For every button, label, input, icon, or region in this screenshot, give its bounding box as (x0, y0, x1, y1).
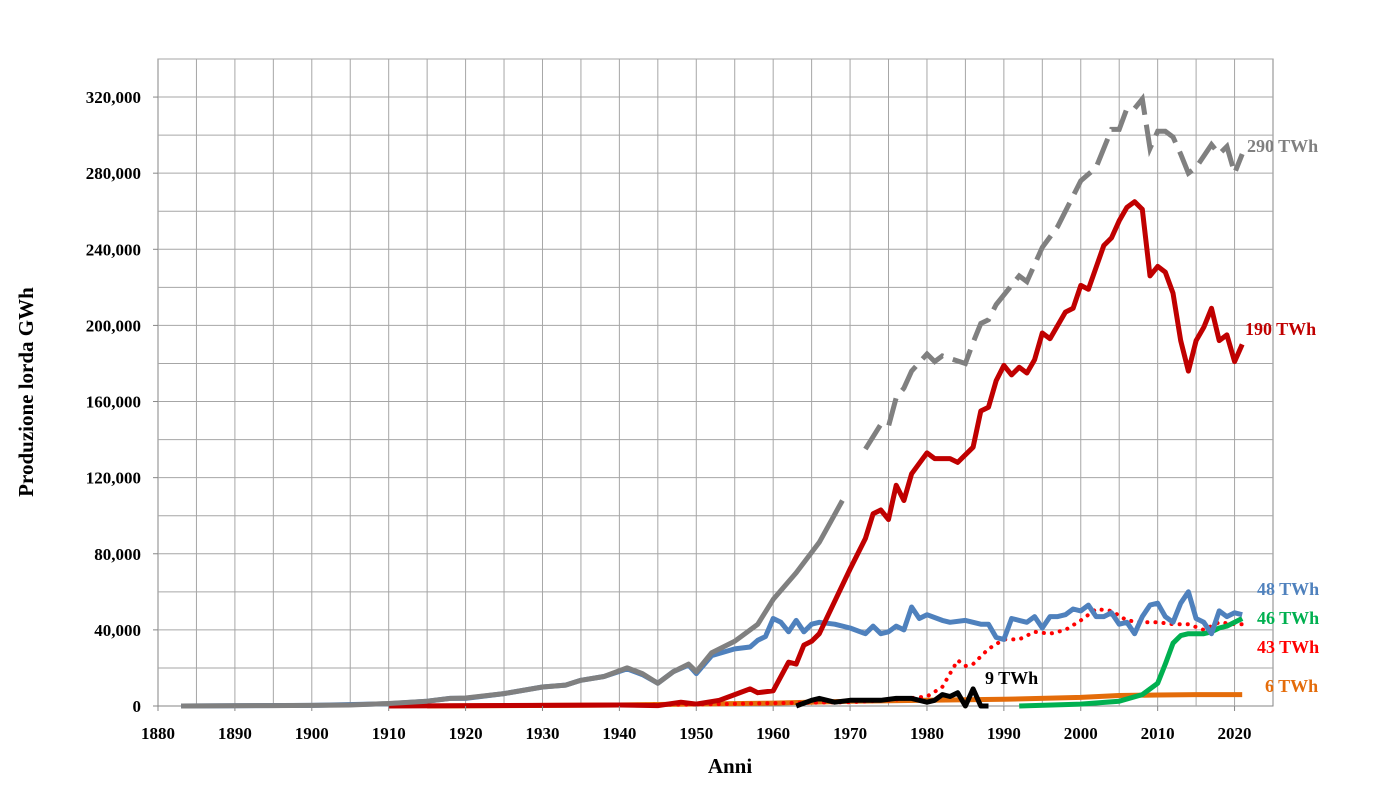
x-axis-title: Anni (708, 754, 753, 778)
plot-area (157, 58, 1274, 707)
x-tick-label: 1950 (679, 724, 713, 743)
series-end-label-hydro: 48 TWh (1257, 579, 1319, 599)
series-line-renewables (1019, 616, 1244, 709)
y-tick-label: 320,000 (86, 88, 141, 107)
y-tick-label: 120,000 (86, 469, 141, 488)
x-tick-label: 2010 (1141, 724, 1175, 743)
x-tick-label: 1990 (987, 724, 1021, 743)
x-tick-label: 1910 (372, 724, 406, 743)
series-layer (181, 93, 1245, 709)
x-tick-label: 1890 (218, 724, 252, 743)
y-axis-title: Produzione lorda GWh (14, 287, 38, 497)
series-line-total-solid (181, 499, 845, 709)
series-line-thermal (388, 199, 1245, 709)
x-tick-label: 1940 (602, 724, 636, 743)
series-line-total-dashed (863, 93, 1245, 451)
y-tick-label: 80,000 (94, 545, 141, 564)
series-end-label-total: 290 TWh (1247, 136, 1318, 156)
series-line-geothermal-dotted (425, 606, 1245, 708)
x-tick-label: 1900 (295, 724, 329, 743)
series-end-label-other: 6 TWh (1265, 676, 1318, 696)
x-tick-label: 2000 (1064, 724, 1098, 743)
x-tick-label: 1980 (910, 724, 944, 743)
x-tick-label: 1970 (833, 724, 867, 743)
x-tick-label: 1960 (756, 724, 790, 743)
x-tick-label: 1930 (525, 724, 559, 743)
x-tick-label: 1920 (449, 724, 483, 743)
series-line-other (427, 692, 1243, 709)
x-tick-label: 2020 (1218, 724, 1252, 743)
series-end-label-renewables: 46 TWh (1257, 608, 1319, 628)
series-end-labels: 290 TWh 190 TWh 48 TWh 46 TWh 43 TWh 9 TWh 6 T… (985, 136, 1319, 696)
series-end-label-thermal: 190 TWh (1245, 319, 1316, 339)
y-tick-label: 40,000 (94, 621, 141, 640)
x-tick-label: 1880 (141, 724, 175, 743)
series-end-label-nuclear: 9 TWh (985, 668, 1038, 688)
x-axis-ticks: 1880 1890 1900 1910 1920 1930 1940 1950 1960 1970… (141, 706, 1252, 743)
y-tick-label: 280,000 (86, 164, 141, 183)
y-tick-label: 160,000 (86, 393, 141, 412)
y-axis-ticks: 0 40,000 80,000 120,000 160,000 200,000 240,00… (86, 88, 158, 716)
y-tick-label: 0 (133, 697, 142, 716)
y-tick-label: 240,000 (86, 240, 141, 259)
series-line-nuclear (795, 686, 989, 709)
series-end-label-geothermal-dotted: 43 TWh (1257, 637, 1319, 657)
grid-lines (157, 58, 1274, 707)
y-tick-label: 200,000 (86, 316, 141, 335)
